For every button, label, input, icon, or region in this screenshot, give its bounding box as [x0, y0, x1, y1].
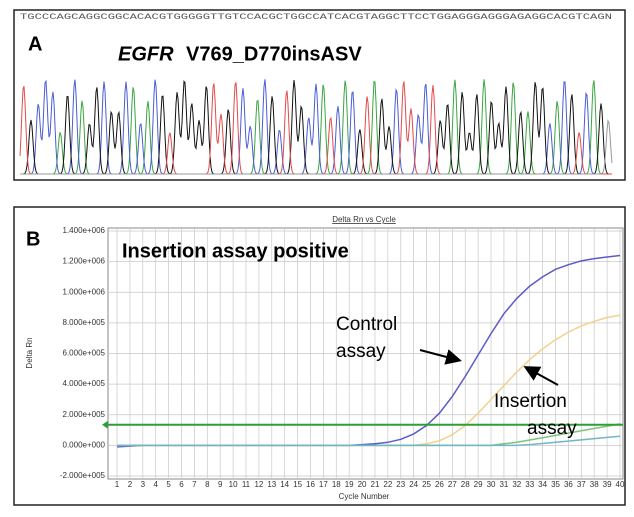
x-tick-label: 1	[115, 480, 120, 489]
x-tick-label: 25	[422, 480, 431, 489]
y-tick-label: 4.000e+005	[63, 379, 106, 388]
y-tick-label: 2.000e+005	[63, 410, 106, 419]
x-tick-label: 14	[280, 480, 289, 489]
x-tick-label: 23	[396, 480, 405, 489]
annotation: Insertion assay positive	[122, 240, 349, 262]
x-tick-label: 7	[192, 480, 197, 489]
x-tick-label: 26	[435, 480, 444, 489]
x-tick-label: 38	[590, 480, 599, 489]
trace	[20, 119, 613, 175]
x-tick-label: 15	[293, 480, 302, 489]
x-tick-label: 16	[306, 480, 315, 489]
x-tick-label: 35	[551, 480, 560, 489]
panel-label: A	[28, 33, 42, 55]
variant-name: V769_D770insASV	[186, 43, 362, 65]
x-tick-label: 17	[319, 480, 328, 489]
x-tick-label: 22	[383, 480, 392, 489]
x-tick-label: 36	[564, 480, 573, 489]
x-tick-label: 2	[128, 480, 133, 489]
x-tick-label: 39	[603, 480, 612, 489]
gene-name: EGFR	[118, 43, 174, 65]
series-line	[117, 435, 621, 447]
x-tick-label: 21	[371, 480, 380, 489]
x-tick-label: 3	[141, 480, 146, 489]
x-tick-label: 20	[358, 480, 367, 489]
y-tick-label: 1.200e+006	[63, 257, 106, 266]
annotation: Insertion	[494, 391, 567, 412]
annotation: assay	[527, 418, 577, 439]
y-tick-label: 0.000e+000	[63, 440, 106, 449]
x-tick-label: 30	[487, 480, 496, 489]
y-axis-label: Delta Rn	[25, 337, 34, 368]
x-tick-label: 10	[229, 480, 238, 489]
arrow	[419, 349, 462, 365]
annotation: Control	[336, 314, 397, 335]
threshold-marker	[102, 420, 108, 429]
x-tick-label: 18	[332, 480, 341, 489]
x-axis-label: Cycle Number	[339, 492, 390, 501]
x-tick-label: 28	[461, 480, 470, 489]
x-tick-label: 8	[205, 480, 210, 489]
x-tick-label: 32	[512, 480, 521, 489]
y-tick-label: -2.000e+005	[60, 471, 106, 480]
x-tick-label: 31	[499, 480, 508, 489]
annotation: assay	[336, 341, 386, 362]
y-tick-label: 1.400e+006	[63, 226, 106, 235]
x-tick-label: 5	[166, 480, 171, 489]
x-tick-label: 4	[153, 480, 158, 489]
plot-area: 1 2 3 4 5 6 7 8 9 10 11 12 13 14 15 16 17 18 19 20 21 22 23 24 2…	[60, 226, 625, 489]
y-tick-label: 1.000e+006	[63, 287, 106, 296]
arrow	[523, 366, 559, 386]
panel-label: B	[26, 228, 40, 250]
x-tick-label: 34	[538, 480, 547, 489]
x-tick-label: 11	[242, 480, 251, 489]
y-tick-label: 8.000e+005	[63, 318, 106, 327]
x-tick-label: 13	[267, 480, 276, 489]
x-tick-label: 19	[345, 480, 354, 489]
x-tick-label: 33	[525, 480, 534, 489]
sequence: TGCCCAGCAGGCGGCACACGTGGGGGTTGTCCACGCTGGC…	[20, 13, 612, 22]
x-tick-label: 6	[179, 480, 184, 489]
x-tick-label: 24	[409, 480, 418, 489]
x-tick-label: 40	[616, 480, 625, 489]
x-tick-label: 9	[218, 480, 223, 489]
x-tick-label: 12	[254, 480, 263, 489]
x-tick-label: 37	[577, 480, 586, 489]
chart-title: Delta Rn vs Cycle	[332, 215, 396, 224]
chromatogram	[19, 79, 613, 175]
x-tick-label: 29	[474, 480, 483, 489]
x-tick-label: 27	[448, 480, 457, 489]
y-tick-label: 6.000e+005	[63, 349, 106, 358]
